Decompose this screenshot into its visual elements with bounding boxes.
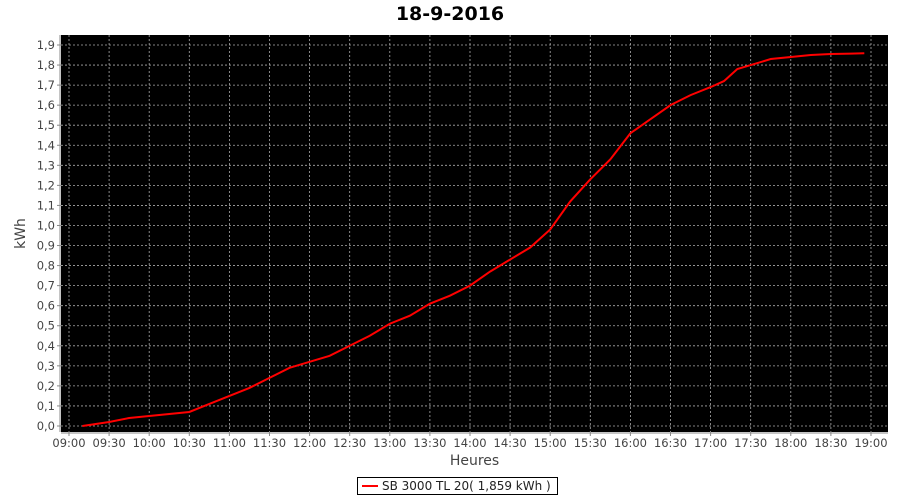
x-tick-label: 18:30 bbox=[814, 436, 847, 450]
x-tick-label: 17:00 bbox=[694, 436, 727, 450]
y-axis-label: kWh bbox=[13, 218, 29, 249]
x-tick-label: 13:30 bbox=[413, 436, 446, 450]
y-tick-label: 1,7 bbox=[37, 78, 55, 92]
x-tick-label: 15:30 bbox=[574, 436, 607, 450]
y-tick-label: 0,3 bbox=[37, 359, 55, 373]
y-tick-label: 0,0 bbox=[37, 419, 55, 433]
x-tick-label: 18:00 bbox=[774, 436, 807, 450]
chart-title: 18-9-2016 bbox=[395, 3, 505, 25]
x-tick-label: 19:00 bbox=[854, 436, 887, 450]
y-tick-label: 1,8 bbox=[37, 58, 55, 72]
legend-swatch bbox=[362, 485, 378, 487]
y-tick-label: 1,1 bbox=[37, 198, 55, 212]
x-tick-label: 10:30 bbox=[173, 436, 206, 450]
x-axis-label: Heures bbox=[450, 453, 499, 469]
x-tick-label: 14:30 bbox=[494, 436, 527, 450]
legend-label: SB 3000 TL 20( 1,859 kWh ) bbox=[382, 479, 551, 493]
x-tick-label: 11:00 bbox=[213, 436, 246, 450]
x-tick-label: 10:00 bbox=[133, 436, 166, 450]
x-tick-label: 16:30 bbox=[654, 436, 687, 450]
y-tick-label: 0,1 bbox=[37, 399, 55, 413]
series-line bbox=[82, 52, 865, 427]
x-tick-label: 13:00 bbox=[373, 436, 406, 450]
y-tick-label: 0,9 bbox=[37, 239, 55, 253]
plot-area bbox=[61, 35, 888, 432]
y-tick-label: 0,8 bbox=[37, 259, 55, 273]
y-tick-label: 1,4 bbox=[37, 138, 55, 152]
y-tick-label: 0,7 bbox=[37, 279, 55, 293]
y-tick-label: 0,5 bbox=[37, 319, 55, 333]
x-tick-label: 09:00 bbox=[52, 436, 85, 450]
y-tick-label: 0,6 bbox=[37, 299, 55, 313]
y-tick-label: 1,5 bbox=[37, 118, 55, 132]
x-tick-label: 09:30 bbox=[93, 436, 126, 450]
x-tick-label: 15:00 bbox=[534, 436, 567, 450]
x-tick-label: 12:00 bbox=[293, 436, 326, 450]
legend: SB 3000 TL 20( 1,859 kWh ) bbox=[357, 477, 558, 495]
y-tick-label: 1,2 bbox=[37, 178, 55, 192]
x-tick-label: 14:00 bbox=[453, 436, 486, 450]
y-tick-label: 1,0 bbox=[37, 218, 55, 232]
x-tick-label: 12:30 bbox=[333, 436, 366, 450]
y-tick-label: 1,6 bbox=[37, 98, 55, 112]
x-tick-label: 11:30 bbox=[253, 436, 286, 450]
x-tick-label: 16:00 bbox=[614, 436, 647, 450]
x-tick-label: 17:30 bbox=[734, 436, 767, 450]
y-tick-label: 1,3 bbox=[37, 158, 55, 172]
y-tick-label: 0,2 bbox=[37, 379, 55, 393]
y-tick-label: 1,9 bbox=[37, 38, 55, 52]
y-tick-label: 0,4 bbox=[37, 339, 55, 353]
